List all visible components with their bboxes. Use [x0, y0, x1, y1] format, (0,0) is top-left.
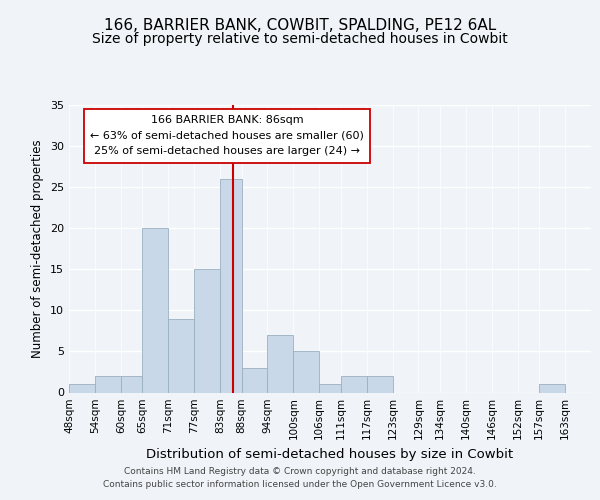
Bar — [69, 384, 95, 392]
Bar — [268, 335, 293, 392]
Bar — [367, 376, 392, 392]
Text: 166 BARRIER BANK: 86sqm
← 63% of semi-detached houses are smaller (60)
25% of se: 166 BARRIER BANK: 86sqm ← 63% of semi-de… — [90, 115, 364, 156]
Bar — [194, 270, 220, 392]
Bar — [121, 376, 142, 392]
Y-axis label: Number of semi-detached properties: Number of semi-detached properties — [31, 140, 44, 358]
Text: 166, BARRIER BANK, COWBIT, SPALDING, PE12 6AL: 166, BARRIER BANK, COWBIT, SPALDING, PE1… — [104, 18, 496, 32]
Text: Contains public sector information licensed under the Open Government Licence v3: Contains public sector information licen… — [103, 480, 497, 489]
Bar — [95, 376, 121, 392]
Bar — [293, 352, 319, 393]
Bar — [142, 228, 168, 392]
Bar — [539, 384, 565, 392]
Text: Contains HM Land Registry data © Crown copyright and database right 2024.: Contains HM Land Registry data © Crown c… — [124, 467, 476, 476]
Bar — [319, 384, 341, 392]
Bar — [242, 368, 268, 392]
Bar — [168, 318, 194, 392]
Text: Size of property relative to semi-detached houses in Cowbit: Size of property relative to semi-detach… — [92, 32, 508, 46]
Bar — [341, 376, 367, 392]
X-axis label: Distribution of semi-detached houses by size in Cowbit: Distribution of semi-detached houses by … — [146, 448, 514, 461]
Bar — [220, 179, 242, 392]
